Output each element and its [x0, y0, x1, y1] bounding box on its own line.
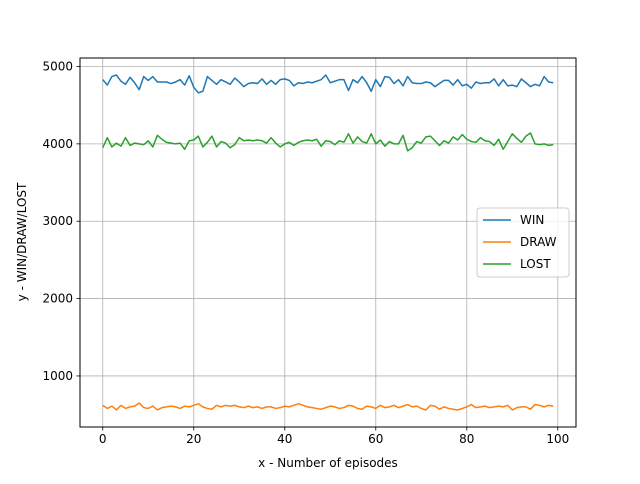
x-tick-label: 20 — [186, 432, 201, 446]
legend-label-win: WIN — [520, 213, 544, 227]
legend-box — [476, 207, 570, 278]
x-axis-label: x - Number of episodes — [258, 456, 398, 470]
series-line-draw — [102, 402, 554, 411]
series-layer — [102, 74, 554, 411]
y-tick-label: 4000 — [42, 137, 73, 151]
y-axis-label: y - WIN/DRAW/LOST — [15, 182, 29, 301]
axis-layer: 0 20 40 60 80 100 1000 2000 3000 4000 5000 — [42, 60, 569, 446]
x-tick-label: 60 — [368, 432, 383, 446]
legend-label-lost: LOST — [520, 257, 551, 271]
series-line-lost — [102, 132, 554, 152]
x-tick-label: 100 — [546, 432, 569, 446]
y-tick-label: 2000 — [42, 292, 73, 306]
legend-label-draw: DRAW — [520, 235, 557, 249]
legend: WIN DRAW LOST — [476, 207, 570, 278]
series-line-win — [102, 74, 554, 94]
y-tick-label: 1000 — [42, 369, 73, 383]
y-tick-label: 3000 — [42, 214, 73, 228]
x-tick-label: 80 — [459, 432, 474, 446]
plot-frame — [79, 57, 577, 428]
y-tick-label: 5000 — [42, 60, 73, 74]
x-tick-label: 0 — [99, 432, 107, 446]
x-tick-label: 40 — [277, 432, 292, 446]
